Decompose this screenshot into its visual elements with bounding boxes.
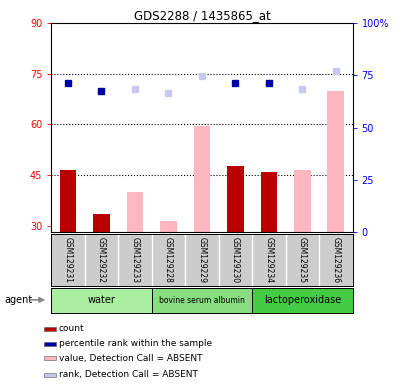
Bar — [44, 372, 56, 377]
Text: percentile rank within the sample: percentile rank within the sample — [58, 339, 211, 348]
Title: GDS2288 / 1435865_at: GDS2288 / 1435865_at — [133, 9, 270, 22]
Text: GSM129233: GSM129233 — [130, 237, 139, 283]
Bar — [260, 172, 276, 232]
Bar — [293, 170, 310, 232]
Text: count: count — [58, 324, 84, 333]
Bar — [126, 192, 143, 232]
Bar — [44, 342, 56, 346]
Text: agent: agent — [4, 295, 32, 305]
Text: GSM129232: GSM129232 — [97, 237, 106, 283]
Text: GSM129236: GSM129236 — [330, 237, 339, 283]
Bar — [193, 126, 210, 232]
Bar — [160, 220, 176, 232]
Text: value, Detection Call = ABSENT: value, Detection Call = ABSENT — [58, 354, 202, 363]
Text: rank, Detection Call = ABSENT: rank, Detection Call = ABSENT — [58, 370, 197, 379]
Bar — [151, 288, 252, 313]
Bar — [59, 170, 76, 232]
Bar — [93, 214, 110, 232]
Text: lactoperoxidase: lactoperoxidase — [263, 295, 340, 306]
Bar — [44, 327, 56, 331]
Bar — [51, 288, 151, 313]
Text: GSM129229: GSM129229 — [197, 237, 206, 283]
Text: GSM129228: GSM129228 — [164, 237, 173, 283]
Text: GSM129231: GSM129231 — [63, 237, 72, 283]
Bar — [252, 288, 352, 313]
Text: GSM129230: GSM129230 — [230, 237, 239, 283]
Text: GSM129235: GSM129235 — [297, 237, 306, 283]
Bar — [44, 356, 56, 361]
Bar — [327, 91, 344, 232]
Bar — [227, 167, 243, 232]
Text: water: water — [88, 295, 115, 306]
Text: bovine serum albumin: bovine serum albumin — [159, 296, 244, 305]
Text: GSM129234: GSM129234 — [264, 237, 273, 283]
